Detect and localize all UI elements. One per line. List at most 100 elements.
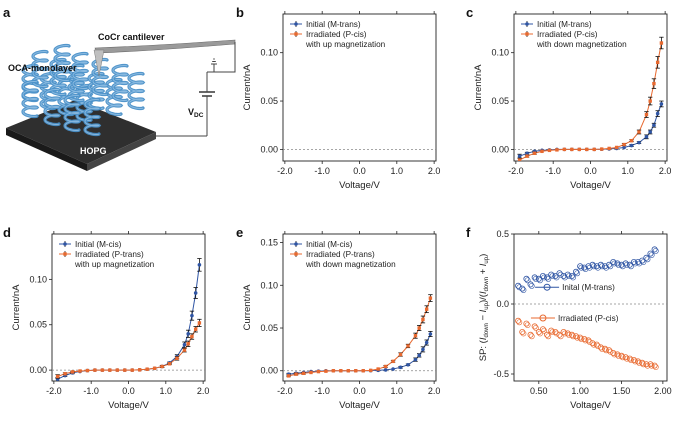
data-point <box>623 355 630 362</box>
data-point <box>399 141 403 145</box>
y-tick-label: 0.10 <box>491 48 509 58</box>
data-point <box>331 369 336 373</box>
legend-label: Irradiated (P-cis) <box>537 30 598 39</box>
data-point <box>309 148 312 151</box>
data-point <box>100 368 105 372</box>
data-point <box>648 362 655 369</box>
x-axis-label: Voltage/V <box>339 180 380 191</box>
data-point <box>339 369 343 373</box>
data-point <box>648 252 655 258</box>
data-point <box>636 359 643 366</box>
data-point <box>590 263 597 270</box>
data-point <box>527 331 534 338</box>
series-line <box>57 322 200 377</box>
legend-marker <box>525 22 529 26</box>
y-tick-label: 0.00 <box>491 144 509 154</box>
helix-highlight <box>84 99 100 135</box>
data-point <box>525 154 529 158</box>
panel-c-chart: c -2.0 -1.0 0.0 1.0 2.0 0.00 0.05 0.10 Voltage/V C… <box>466 5 671 191</box>
data-point <box>606 261 613 268</box>
legend-label: Initial (M-trans) <box>537 20 592 29</box>
panel-letter-b: b <box>236 5 244 20</box>
data-point <box>541 274 548 281</box>
x-tick-label: 0.0 <box>353 386 366 396</box>
data-point <box>160 364 164 369</box>
data-point <box>629 138 634 143</box>
data-point <box>186 342 190 346</box>
data-point <box>197 321 202 325</box>
data-point <box>610 349 617 356</box>
data-point <box>531 274 538 281</box>
data-point <box>78 369 82 373</box>
x-tick-label: -2.0 <box>46 386 62 396</box>
helix-highlight <box>72 53 88 89</box>
x-tick-label: -2.0 <box>508 166 524 176</box>
y-axis-label: Current/nA <box>473 64 484 111</box>
data-point <box>644 112 649 117</box>
series-line <box>519 42 662 161</box>
legend-label: Initial (M-cis) <box>306 240 353 249</box>
legend-extra-line: with up magnetization <box>74 260 155 269</box>
data-point <box>193 291 198 295</box>
x-tick-label: -1.0 <box>314 166 330 176</box>
series-line <box>289 43 431 156</box>
data-point <box>619 354 626 361</box>
data-point <box>414 123 418 127</box>
data-point <box>406 135 410 139</box>
data-point <box>557 333 564 340</box>
y-tick-label: 0.05 <box>29 320 47 330</box>
data-point <box>614 260 621 267</box>
data-point <box>519 285 526 292</box>
data-point <box>578 264 585 271</box>
series-line <box>288 333 431 375</box>
y-tick-label: 0.5 <box>496 229 509 239</box>
data-point <box>568 272 575 279</box>
data-point <box>592 147 596 152</box>
data-point <box>652 81 656 86</box>
data-point <box>632 358 639 365</box>
data-point <box>652 123 656 128</box>
x-tick-label: 1.00 <box>571 386 589 396</box>
data-point <box>428 296 433 300</box>
data-point <box>519 328 526 335</box>
data-point <box>301 371 306 376</box>
data-point <box>383 368 388 372</box>
data-point <box>603 347 610 354</box>
data-point <box>520 287 527 293</box>
data-point <box>354 369 358 373</box>
series-irradiated <box>517 36 664 161</box>
panel-letter-e: e <box>236 225 243 240</box>
data-point <box>413 357 418 362</box>
data-point <box>286 374 291 378</box>
data-point <box>622 145 626 150</box>
legend-label: Irradiated (P-cis) <box>558 314 619 323</box>
data-point <box>607 348 614 355</box>
data-point <box>520 330 527 337</box>
helix-highlight <box>22 81 38 117</box>
data-point <box>578 336 585 342</box>
data-point <box>629 143 634 148</box>
data-point <box>574 334 581 341</box>
data-point <box>399 144 402 147</box>
series-initial <box>286 35 432 158</box>
data-point <box>548 271 555 278</box>
data-point <box>108 368 112 372</box>
y-tick-label: -0.5 <box>493 369 509 379</box>
series-irradiated <box>55 318 202 379</box>
legend-marker <box>63 242 67 246</box>
helix-highlight <box>128 73 144 109</box>
data-point <box>545 333 552 340</box>
data-point <box>611 260 618 267</box>
data-point <box>525 151 529 156</box>
data-point <box>63 372 67 376</box>
y-tick-label: 0.00 <box>29 365 47 375</box>
data-point <box>585 337 592 344</box>
data-point <box>398 365 403 370</box>
data-point <box>589 340 596 347</box>
data-point <box>614 351 621 358</box>
x-tick-label: 1.0 <box>622 166 635 176</box>
data-point <box>145 367 149 371</box>
data-point <box>515 282 522 289</box>
data-point <box>573 268 580 275</box>
data-point <box>294 372 298 376</box>
